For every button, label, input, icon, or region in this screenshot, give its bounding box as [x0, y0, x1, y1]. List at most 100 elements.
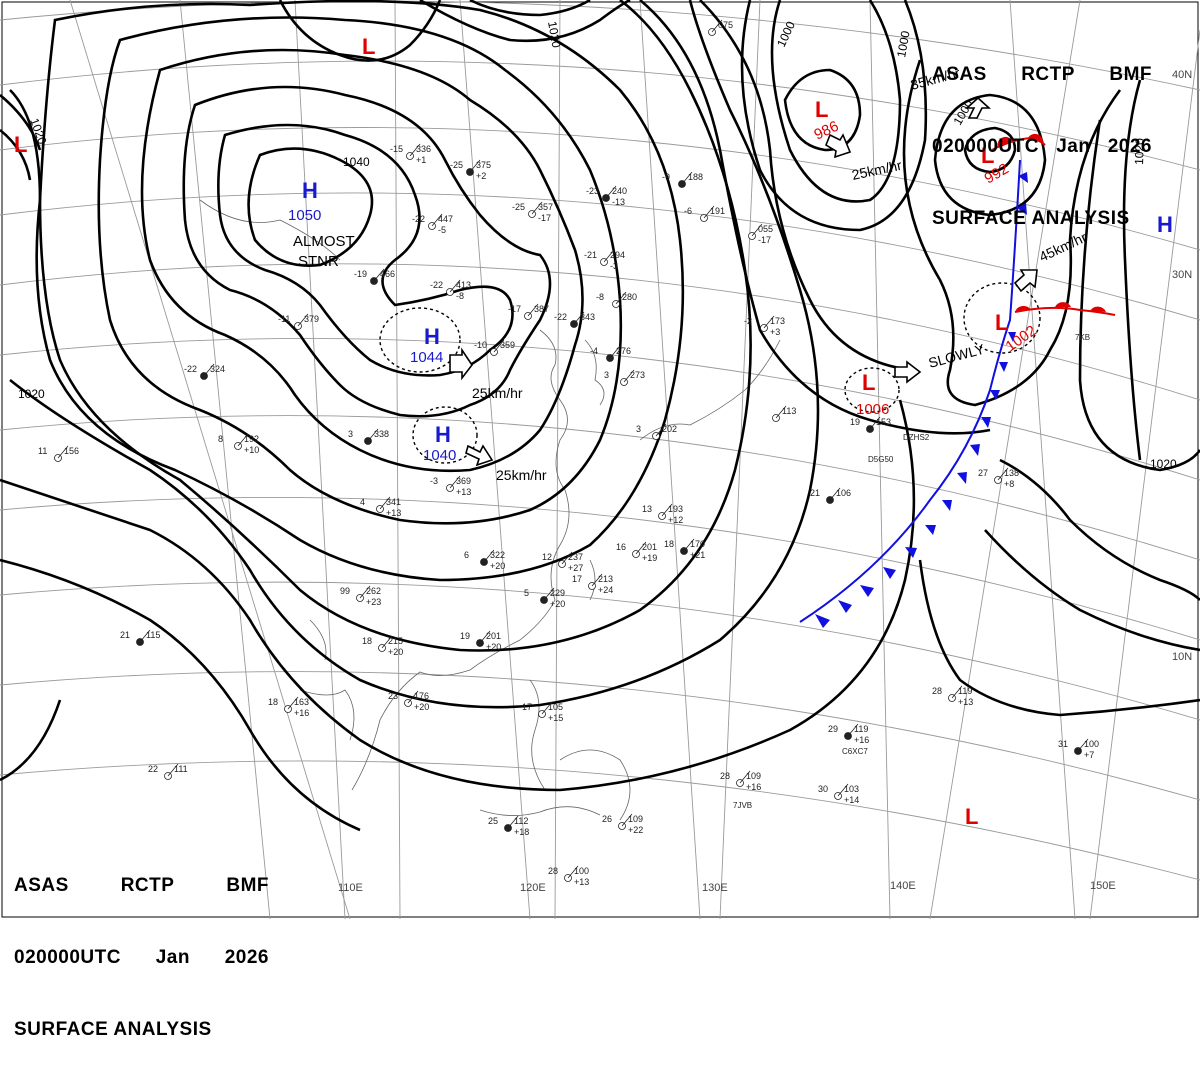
analysis-year: 2026 — [1107, 136, 1152, 157]
station-plot: 17 105+15 — [522, 701, 563, 723]
station-temperature: 30 — [818, 784, 828, 794]
station-pressure: 105 — [548, 702, 563, 712]
station-pressure: 100 — [1084, 739, 1099, 749]
station-pressure: 201 — [486, 631, 501, 641]
chart-title: SURFACE ANALYSIS — [932, 208, 1130, 229]
station-plot: 113 — [772, 405, 796, 422]
station-plot: 29 119+16 — [828, 723, 869, 745]
wind-barb — [449, 475, 461, 489]
station-pressure: 375 — [476, 160, 491, 170]
station-pressure: 113 — [782, 406, 796, 416]
station-pressure: 156 — [64, 446, 79, 456]
station-pressure: 229 — [550, 588, 565, 598]
meridian-grid — [69, 0, 1200, 919]
wind-barb — [139, 629, 151, 643]
station-plot: 17 213+24 — [572, 573, 613, 595]
station-pressure-trend: +16 — [746, 782, 761, 792]
station-pressure: 357 — [538, 202, 553, 212]
station-plot: 26 109+22 — [602, 813, 643, 835]
station-plot: -25 357-17 — [512, 201, 553, 223]
wind-barb — [603, 249, 615, 263]
station-temperature: -25 — [512, 202, 525, 212]
high-pressure: 1040 — [423, 447, 456, 464]
station-temperature: -3 — [430, 476, 438, 486]
station-temperature: 13 — [642, 504, 652, 514]
station-pressure: 109 — [628, 814, 643, 824]
station-temperature: 18 — [362, 636, 372, 646]
station-temperature: -19 — [354, 269, 367, 279]
low-symbol: L — [862, 370, 875, 395]
station-plot: 3 338 — [348, 428, 389, 445]
station-plot: 8 192+10 — [218, 433, 259, 455]
wind-barb — [775, 405, 787, 419]
station-plot: 28 100+13 — [548, 865, 589, 887]
analysis-time: 020000UTC — [14, 947, 121, 968]
station-pressure: 173 — [770, 316, 785, 326]
office-code: BMF — [226, 875, 269, 896]
ship-call: D5G50 — [868, 455, 894, 464]
low-symbol: L — [981, 143, 994, 168]
station-temperature: -22 — [430, 280, 443, 290]
station-pressure-trend: +20 — [490, 561, 505, 571]
station-pressure: 280 — [622, 292, 637, 302]
station-pressure: 115 — [146, 630, 160, 640]
station-plot: -21 294-3 — [584, 249, 625, 271]
high-pressure: 1044 — [410, 349, 443, 366]
station-temperature: 26 — [602, 814, 612, 824]
movement-label: 25km/hr — [496, 467, 547, 483]
station-temperature: -15 — [390, 144, 403, 154]
low-center: L — [14, 132, 27, 157]
station-temperature: 18 — [268, 697, 278, 707]
station-temperature: 5 — [524, 588, 529, 598]
station-plot: 31 100+7 — [1058, 738, 1099, 760]
wind-barb — [655, 423, 667, 437]
low-symbol: L — [815, 97, 828, 122]
station-pressure: 201 — [642, 542, 657, 552]
wind-barb — [407, 690, 419, 704]
wind-barb — [711, 19, 723, 33]
station-pressure: 202 — [662, 424, 677, 434]
low-center: L — [965, 804, 978, 829]
station-temperature: 23 — [388, 691, 398, 701]
station-temperature: 22 — [148, 764, 158, 774]
station-temperature: 21 — [810, 488, 820, 498]
agency-code: ASAS — [932, 64, 987, 85]
station-temperature: 21 — [120, 630, 130, 640]
station-pressure-trend: +12 — [668, 515, 683, 525]
wind-barb — [739, 770, 751, 784]
station-pressure-trend: +16 — [854, 735, 869, 745]
station-pressure: 112 — [514, 816, 528, 826]
wind-barb — [493, 339, 505, 353]
wind-barb — [681, 171, 693, 185]
station-pressure-trend: +15 — [548, 713, 563, 723]
station-pressure: 191 — [710, 206, 725, 216]
station-pressure: 294 — [610, 250, 625, 260]
station-pressure: 215 — [388, 636, 403, 646]
wind-barb — [203, 363, 215, 377]
station-pressure: 163 — [294, 697, 309, 707]
wind-barb — [573, 311, 585, 325]
station-plot: 12 237+27 — [542, 551, 583, 573]
station-pressure: 103 — [844, 784, 859, 794]
station-temperature: 17 — [572, 574, 582, 584]
station-plot: 21 115 — [120, 629, 160, 646]
station-pressure-trend: +20 — [550, 599, 565, 609]
station-plot: 23 176+20 — [388, 690, 429, 712]
wind-barb — [483, 549, 495, 563]
station-pressure: 106 — [836, 488, 851, 498]
station-pressure: 170 — [690, 539, 705, 549]
wind-barb — [409, 143, 421, 157]
station-temperature: -8 — [596, 292, 604, 302]
station-plot: 075 — [708, 19, 733, 36]
cold-front — [799, 159, 1028, 628]
station-temperature: 28 — [932, 686, 942, 696]
isobar-label: 1020 — [1132, 138, 1147, 165]
station-plot: -17 387 — [508, 303, 549, 320]
station-pressure: 338 — [374, 429, 389, 439]
station-plot: 3 202 — [636, 423, 677, 440]
station-temperature: 99 — [340, 586, 350, 596]
station-pressure-trend: +13 — [456, 487, 471, 497]
station-pressure: 075 — [718, 20, 733, 30]
isobar-label: 1020 — [545, 20, 563, 49]
high-center: H 1044 25km/hr — [410, 324, 523, 401]
